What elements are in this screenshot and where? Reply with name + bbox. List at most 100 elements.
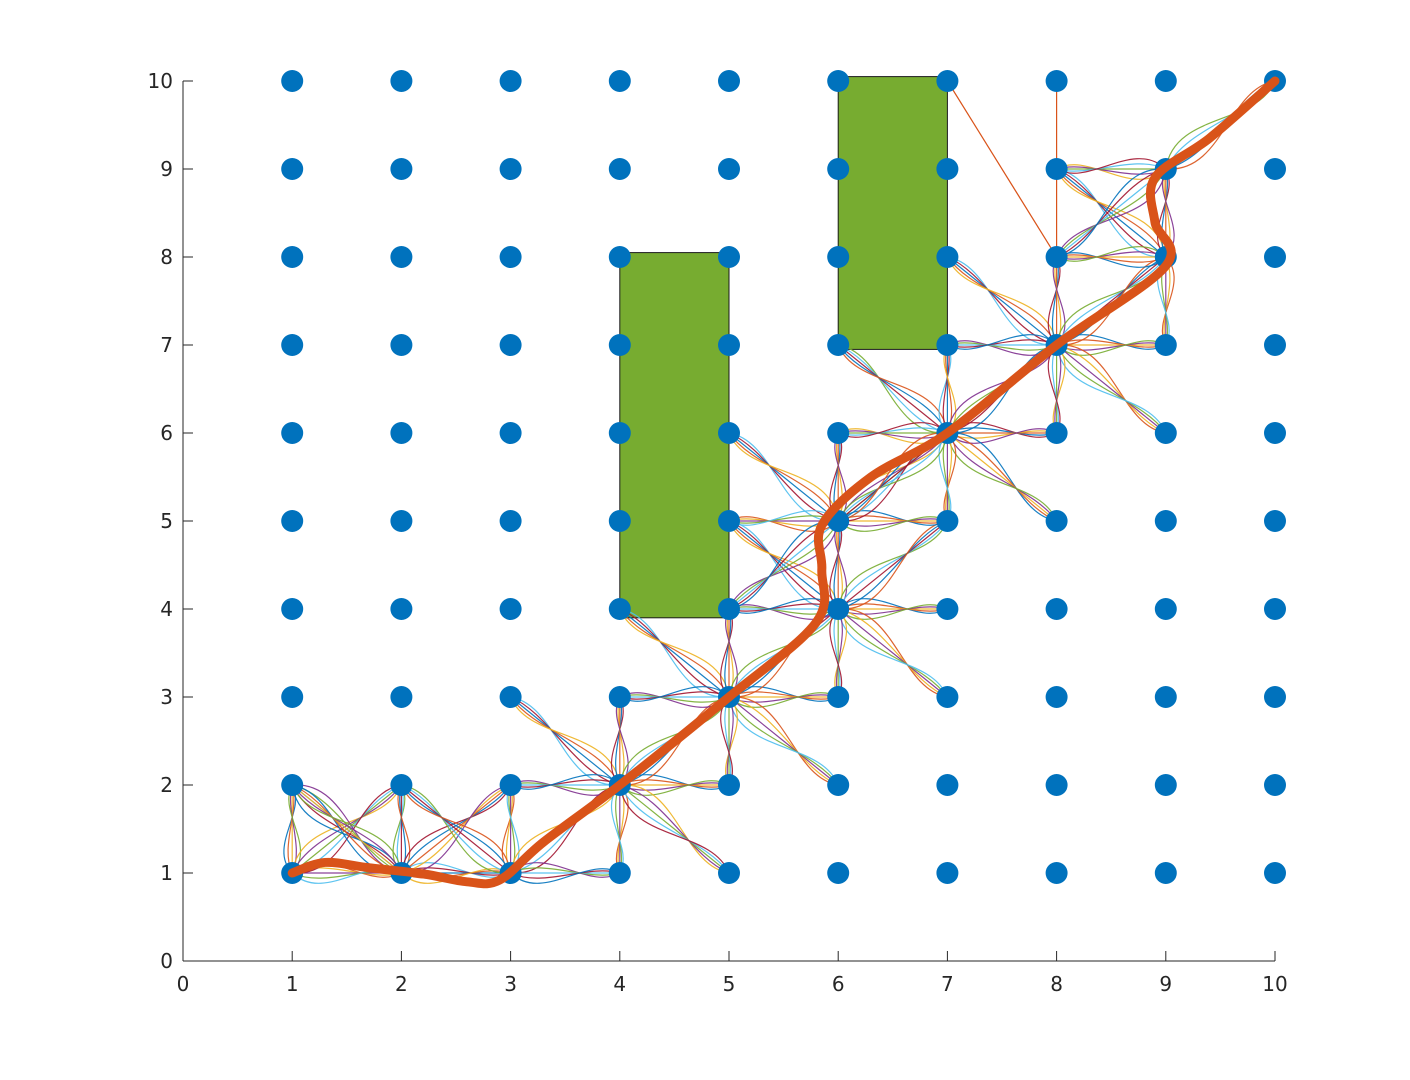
grid-point <box>499 686 522 708</box>
grid-point <box>718 598 740 620</box>
explored-edge <box>837 598 948 614</box>
y-tick-label: 1 <box>160 861 173 885</box>
grid-point <box>718 862 740 884</box>
explored-edge <box>838 344 948 434</box>
explored-edge <box>837 432 948 522</box>
explored-edge <box>838 520 948 610</box>
explored-edge <box>619 608 730 698</box>
explored-edge <box>619 686 730 702</box>
grid-point <box>608 862 631 884</box>
explored-edge <box>291 784 402 874</box>
grid-point <box>281 598 304 620</box>
explored-edge <box>947 256 1057 346</box>
explored-edge <box>291 784 402 874</box>
explored-edge <box>1056 340 1167 356</box>
explored-edge <box>619 784 730 874</box>
grid-point <box>1154 686 1177 708</box>
y-tick-label: 3 <box>160 685 173 709</box>
explored-edge <box>728 520 839 610</box>
grid-point <box>827 246 850 268</box>
grid-point <box>936 246 959 268</box>
y-tick-label: 6 <box>160 421 173 445</box>
obstacle-1 <box>619 252 730 619</box>
explored-edge <box>837 520 948 610</box>
explored-edge <box>1056 344 1167 434</box>
explored-edge <box>291 784 402 874</box>
explored-edge <box>400 784 512 874</box>
explored-edge <box>619 608 730 698</box>
explored-edge <box>1056 344 1167 434</box>
explored-edge <box>619 780 730 796</box>
y-tick-labels: 0 1 2 3 4 5 6 7 8 9 10 <box>148 69 173 973</box>
grid-point <box>1264 158 1286 180</box>
grid-point <box>1045 774 1068 796</box>
explored-edge <box>728 696 839 786</box>
explored-edge <box>947 256 1057 346</box>
explored-edge <box>838 608 948 698</box>
grid-point <box>390 246 413 268</box>
explored-edge <box>1056 256 1167 346</box>
grid-point <box>281 422 304 444</box>
explored-edge <box>837 344 948 434</box>
x-tick-label: 2 <box>395 972 408 996</box>
grid-point <box>1154 510 1177 532</box>
explored-edge <box>946 428 1057 444</box>
y-tick-label: 8 <box>160 245 173 269</box>
explored-edge <box>947 256 1057 346</box>
grid-point <box>1045 862 1068 884</box>
explored-edge <box>837 344 948 434</box>
grid-point <box>608 158 631 180</box>
grid-point <box>281 158 304 180</box>
x-tick-label: 10 <box>1262 972 1287 996</box>
explored-edge <box>947 432 1057 522</box>
x-tick-labels: 0 1 2 3 4 5 6 7 8 9 10 <box>177 972 1288 996</box>
explored-edge <box>837 432 948 522</box>
grid-point <box>1264 774 1286 796</box>
explored-edge <box>619 784 730 874</box>
explored-edge <box>401 784 511 874</box>
grid-point <box>1045 158 1068 180</box>
grid-point <box>1154 70 1177 92</box>
grid-point <box>1154 862 1177 884</box>
obstacle-2 <box>837 76 948 350</box>
explored-edge <box>947 432 1057 522</box>
grid-point <box>827 598 850 620</box>
explored-edge <box>947 432 1057 522</box>
grid-point <box>1045 598 1068 620</box>
y-tick-label: 4 <box>160 597 173 621</box>
grid-point <box>936 598 959 620</box>
explored-edge <box>837 516 948 532</box>
explored-edge <box>838 520 948 610</box>
explored-edge <box>837 344 948 434</box>
explored-edge <box>837 344 948 434</box>
explored-edge <box>728 520 839 610</box>
grid-point <box>718 774 740 796</box>
grid-point <box>718 70 740 92</box>
grid-point <box>936 158 959 180</box>
grid-point <box>390 422 413 444</box>
grid-point <box>936 70 959 92</box>
explored-edge <box>510 696 620 786</box>
grid-point <box>499 510 522 532</box>
explored-edge <box>728 520 839 610</box>
explored-edge <box>400 784 512 874</box>
grid-point <box>390 158 413 180</box>
x-tick-label: 8 <box>1050 972 1063 996</box>
explored-edge <box>401 784 511 874</box>
grid-point <box>827 334 850 356</box>
explored-edge <box>728 692 839 708</box>
explored-edge <box>946 256 1058 346</box>
grid-point <box>281 70 304 92</box>
explored-edge <box>619 784 730 874</box>
grid-point <box>1154 422 1177 444</box>
grid-points-layer <box>281 70 1286 884</box>
explored-edge <box>946 344 1058 434</box>
explored-edge <box>1056 168 1166 258</box>
explored-edge <box>837 520 948 610</box>
grid-point <box>608 422 631 444</box>
explored-edge <box>837 608 948 698</box>
explored-edge <box>728 696 839 786</box>
explored-edge <box>510 696 620 786</box>
explored-edge <box>728 696 839 786</box>
